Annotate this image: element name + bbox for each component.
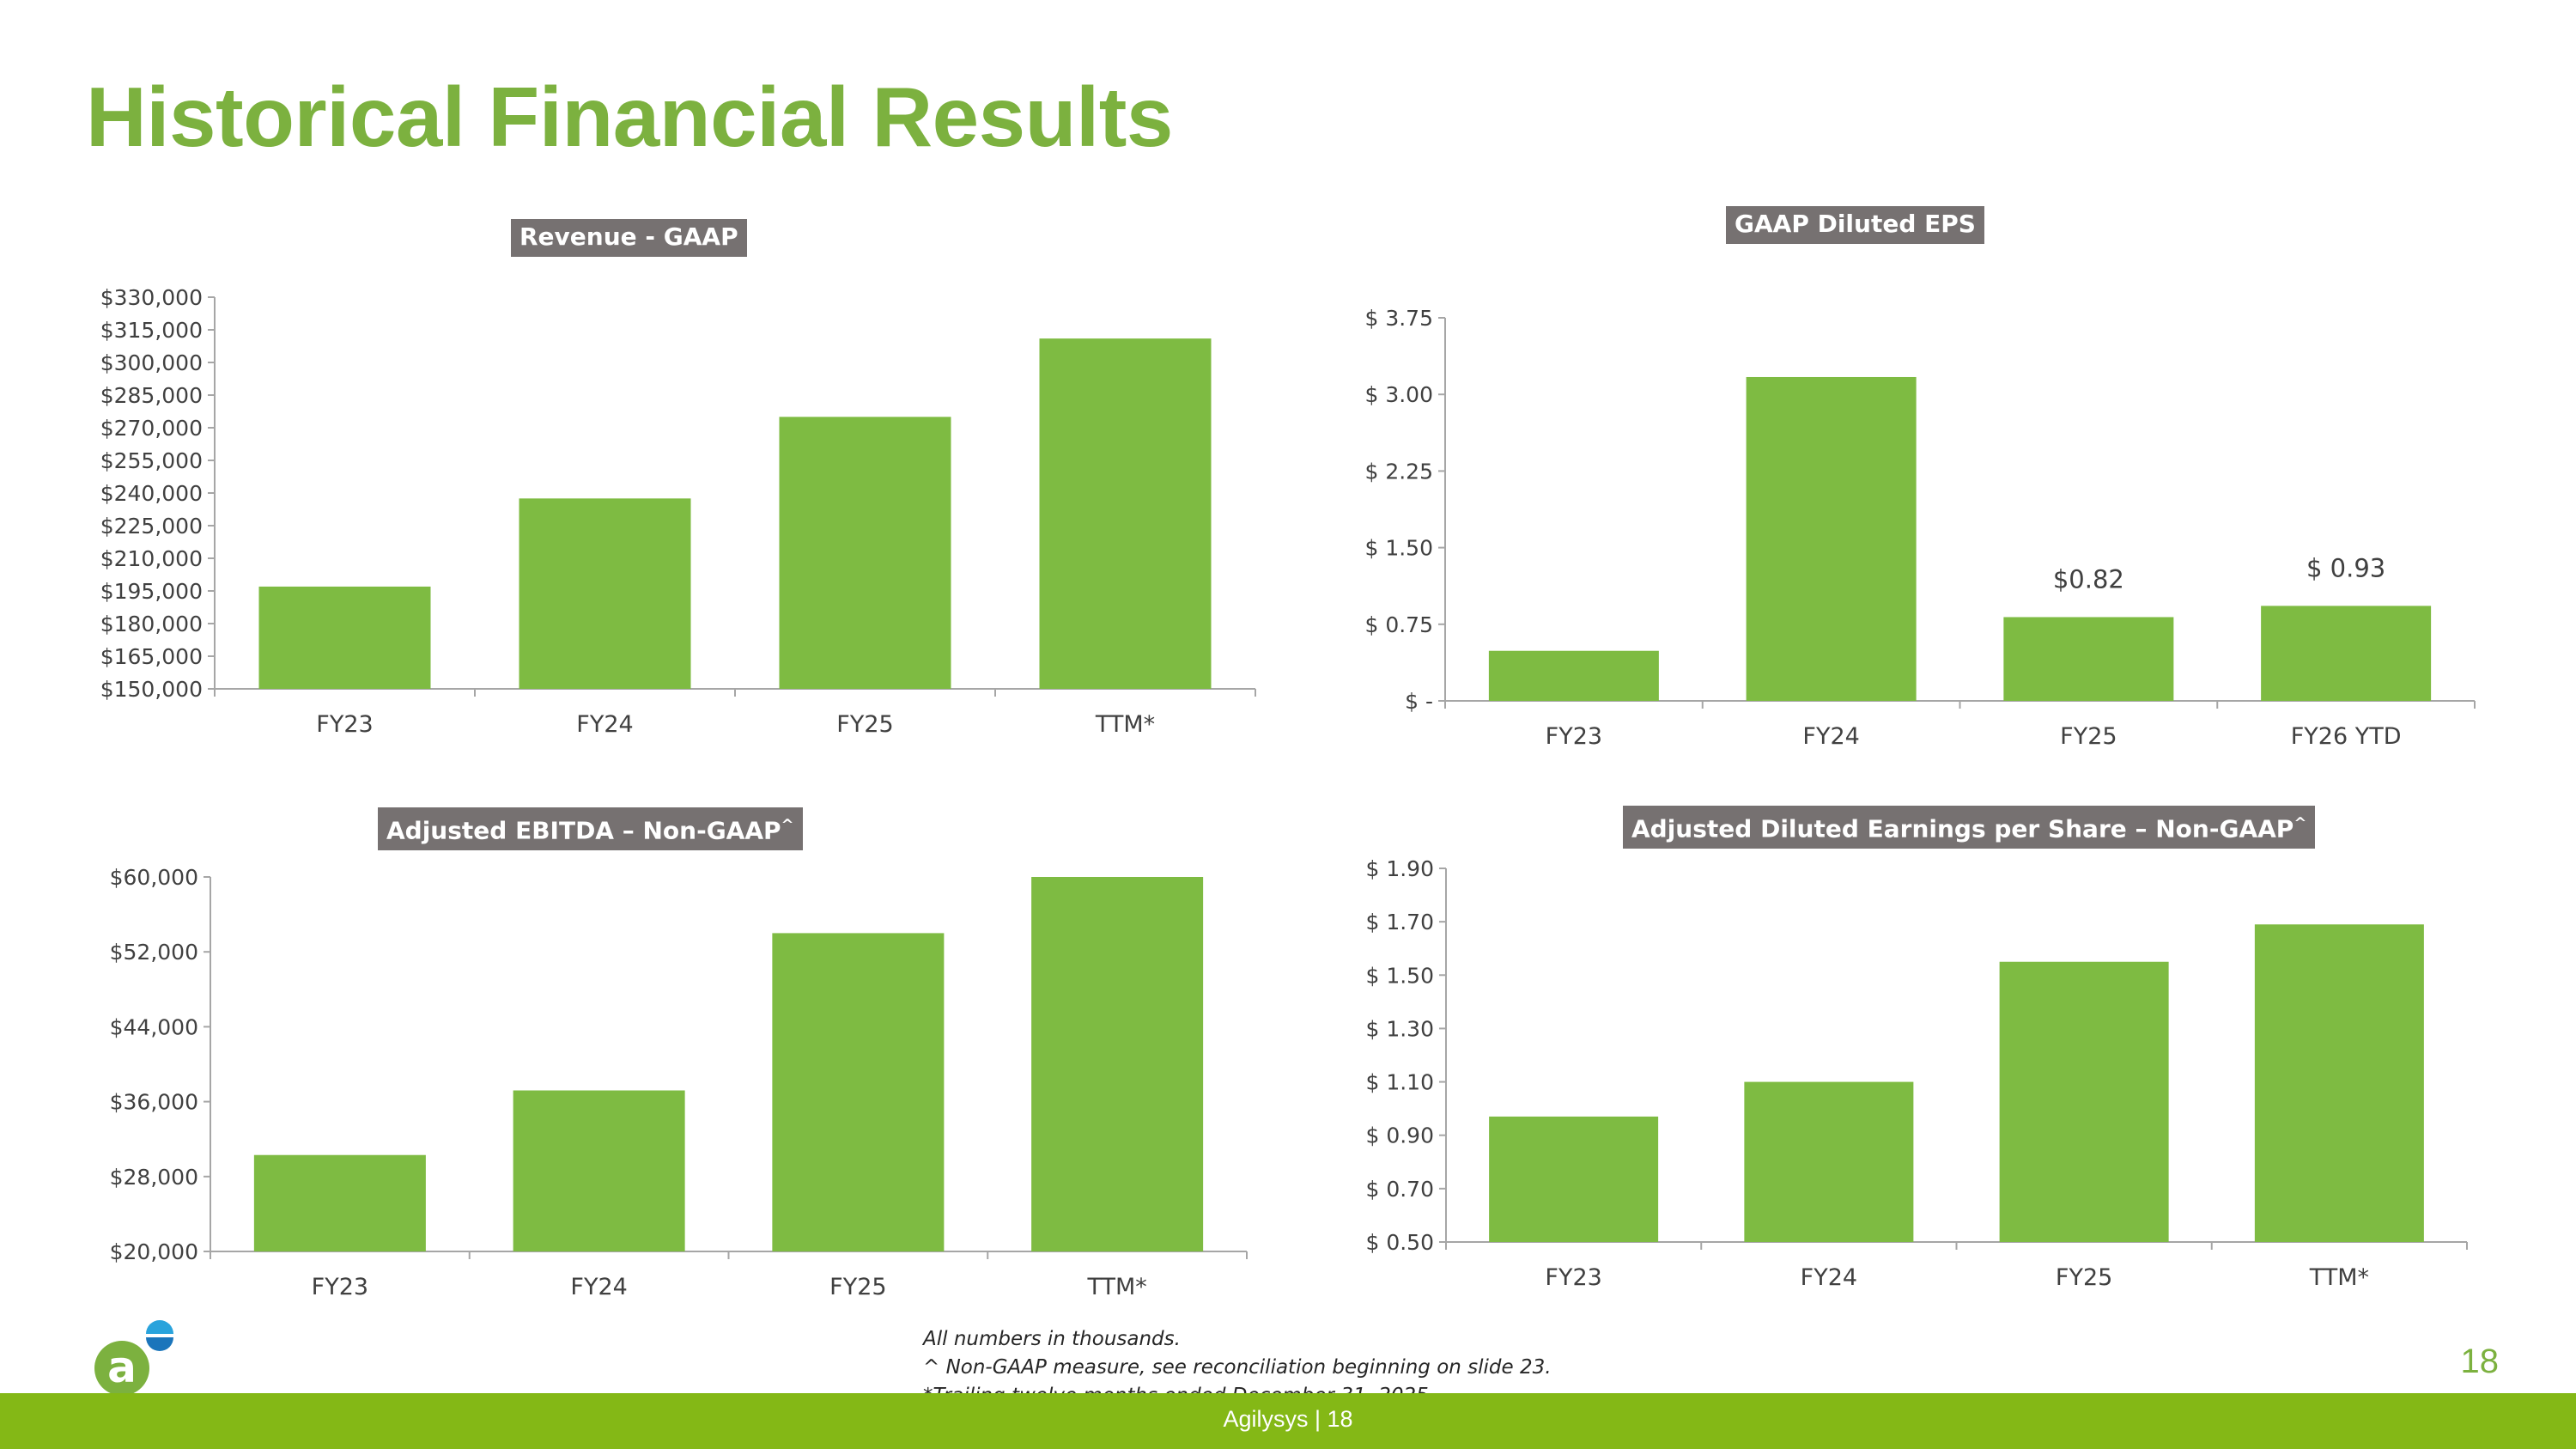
ebitda-category-label: FY25 [829,1274,886,1300]
agilysys-logo-icon: a [94,1320,173,1396]
page-number: 18 [2460,1342,2500,1380]
gaap-eps-ytick-label: $ - [1405,689,1433,714]
revenue-ytick-label: $240,000 [100,481,203,506]
adj-eps-category-label: FY23 [1545,1264,1601,1291]
revenue-category-label: FY23 [316,711,373,738]
gaap-eps-category-label: FY24 [1802,723,1859,750]
adj-eps-ytick-label: $ 0.70 [1365,1177,1434,1202]
revenue-ytick-label: $315,000 [100,318,203,343]
revenue-ytick-label: $180,000 [100,612,203,636]
adj-eps-ytick-label: $ 1.50 [1365,963,1434,988]
ebitda-category-label: FY24 [570,1274,627,1300]
footnote-non-gaap: ^ Non-GAAP measure, see reconciliation b… [923,1356,1552,1379]
footnote-units: All numbers in thousands. [923,1328,1181,1350]
gaap-eps-category-label: FY26 YTD [2291,723,2402,750]
adj-eps-bar [2254,924,2424,1242]
adj-eps-ytick-label: $ 1.10 [1365,1070,1434,1095]
chart-title-ebitda: Adjusted EBITDA – Non-GAAP^ [378,807,803,851]
adj-eps-ytick-label: $ 0.90 [1365,1123,1434,1148]
gaap-eps-ytick-label: $ 3.00 [1364,382,1433,407]
adj-eps-ytick-label: $ 1.90 [1365,856,1434,881]
chart-title-adj-eps: Adjusted Diluted Earnings per Share – No… [1623,806,2316,849]
revenue-ytick-label: $330,000 [100,285,203,310]
revenue-ytick-label: $270,000 [100,416,203,441]
revenue-bar [1039,338,1212,689]
adj-eps-category-label: TTM* [2309,1264,2369,1291]
page-title: Historical Financial Results [86,70,1173,164]
adj-eps-category-label: FY24 [1801,1264,1857,1291]
ebitda-category-label: FY23 [312,1274,368,1300]
adj-eps-ytick-label: $ 0.50 [1365,1230,1434,1255]
gaap-eps-ytick-label: $ 1.50 [1364,536,1433,561]
adj-eps-bar [1999,961,2169,1242]
gaap-eps-data-label: $0.82 [2053,564,2124,594]
gaap-eps-bar [2003,617,2174,701]
gaap-eps-category-label: FY23 [1546,723,1602,750]
ebitda-ytick-label: $36,000 [110,1090,198,1115]
ebitda-bar [1031,877,1204,1251]
revenue-bar [519,498,691,689]
adj-eps-bar [1744,1081,1914,1242]
gaap-eps-bar [2261,606,2432,701]
revenue-ytick-label: $300,000 [100,350,203,375]
revenue-ytick-label: $195,000 [100,579,203,604]
revenue-ytick-label: $225,000 [100,514,203,539]
ebitda-category-label: TTM* [1086,1274,1146,1300]
revenue-ytick-label: $150,000 [100,677,203,702]
adj-eps-category-label: FY25 [2056,1264,2112,1291]
svg-text:a: a [107,1342,137,1392]
revenue-category-label: FY24 [576,711,633,738]
gaap-eps-ytick-label: $ 2.25 [1364,459,1433,484]
revenue-category-label: TTM* [1095,711,1155,738]
ebitda-ytick-label: $60,000 [110,865,198,890]
gaap-eps-ytick-label: $ 3.75 [1364,306,1433,331]
gaap-eps-bar [1746,376,1917,701]
adj-eps-ytick-label: $ 1.30 [1365,1016,1434,1041]
gaap-eps-ytick-label: $ 0.75 [1364,612,1433,637]
footer-text: Agilysys | 18 [1223,1406,1353,1432]
revenue-ytick-label: $255,000 [100,448,203,473]
ebitda-ytick-label: $20,000 [110,1239,198,1264]
revenue-bar [258,586,431,689]
revenue-ytick-label: $165,000 [100,644,203,669]
gaap-eps-category-label: FY25 [2060,723,2117,750]
revenue-category-label: FY25 [836,711,893,738]
revenue-ytick-label: $210,000 [100,546,203,571]
ebitda-ytick-label: $28,000 [110,1165,198,1190]
ebitda-bar [772,933,945,1251]
revenue-bar [779,417,951,689]
footer-bar [0,1393,2576,1449]
chart-title-gaap-eps: GAAP Diluted EPS [1726,206,1984,244]
adj-eps-ytick-label: $ 1.70 [1365,910,1434,935]
adj-eps-bar [1489,1116,1659,1242]
ebitda-bar [513,1090,685,1251]
ebitda-bar [253,1154,426,1251]
chart-title-revenue: Revenue - GAAP [511,219,747,257]
ebitda-ytick-label: $52,000 [110,940,198,965]
gaap-eps-bar [1488,650,1659,701]
revenue-ytick-label: $285,000 [100,383,203,408]
gaap-eps-data-label: $ 0.93 [2306,553,2385,582]
ebitda-ytick-label: $44,000 [110,1014,198,1039]
